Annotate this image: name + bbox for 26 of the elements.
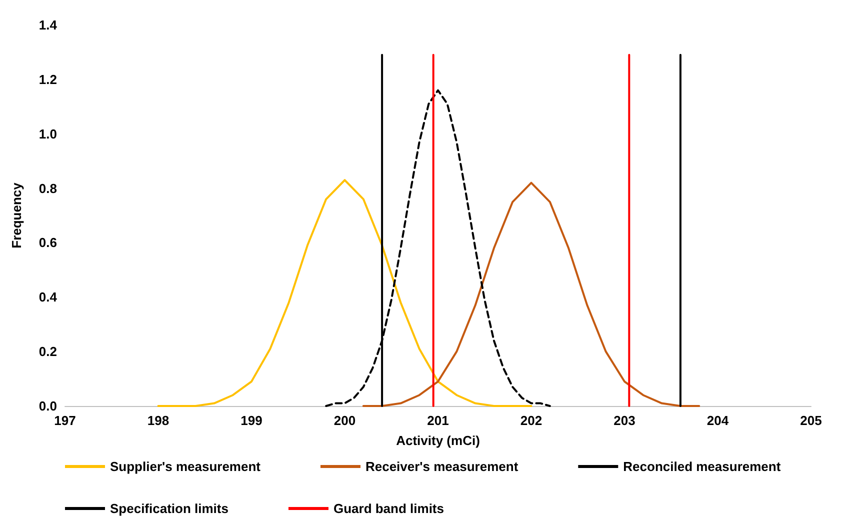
line-series: [362, 182, 700, 407]
y-tick-label: 1.4: [38, 18, 58, 32]
legend-label: Reconciled measurement: [623, 459, 782, 474]
x-tick-label: 200: [334, 413, 356, 428]
y-axis-title: Frequency: [9, 182, 24, 248]
x-tick-label: 202: [520, 413, 542, 428]
x-tick-label: 203: [614, 413, 636, 428]
y-tick-label: 0.6: [38, 235, 57, 250]
y-tick-label: 0.8: [38, 180, 57, 196]
x-tick-label: 205: [800, 413, 822, 428]
x-tick-label: 201: [427, 413, 449, 428]
y-tick-label: 1.0: [38, 126, 57, 142]
line-series: [157, 179, 532, 407]
x-tick-label: 199: [240, 413, 262, 428]
y-tick-label: 0.2: [38, 344, 57, 360]
legend-label: Supplier's measurement: [110, 459, 262, 474]
y-tick-label: 0.0: [38, 398, 57, 414]
x-axis-title: Activity (mCi): [396, 433, 480, 448]
x-tick-label: 204: [706, 413, 730, 428]
legend-label: Guard band limits: [333, 501, 444, 516]
y-tick-label: 1.2: [38, 72, 57, 87]
y-tick-label: 0.4: [38, 290, 58, 305]
x-tick-label: 198: [147, 413, 170, 428]
legend-label: Specification limits: [110, 501, 228, 516]
legend-label: Receiver's measurement: [365, 459, 519, 474]
x-tick-label: 197: [54, 413, 76, 428]
